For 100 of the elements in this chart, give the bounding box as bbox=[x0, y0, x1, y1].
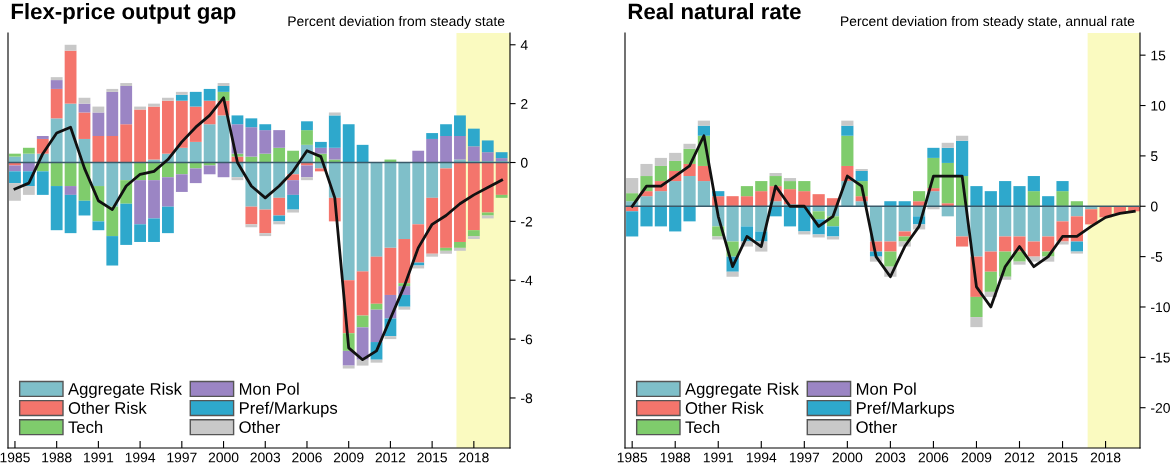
bar bbox=[301, 130, 313, 145]
bar bbox=[1027, 176, 1040, 192]
bar bbox=[454, 241, 466, 248]
bar bbox=[1013, 206, 1026, 237]
bar bbox=[50, 80, 63, 89]
bar bbox=[812, 194, 825, 207]
bar bbox=[467, 230, 480, 237]
bar bbox=[640, 196, 653, 207]
y-tick-label: -8 bbox=[521, 393, 533, 404]
bar bbox=[841, 120, 854, 126]
bar bbox=[134, 180, 147, 225]
bar bbox=[855, 168, 868, 171]
bar bbox=[175, 91, 188, 95]
bar bbox=[984, 191, 997, 207]
x-tick-label: 1994 bbox=[746, 452, 777, 463]
y-tick-label: 10 bbox=[1151, 100, 1166, 111]
bar bbox=[259, 209, 272, 234]
bar bbox=[984, 206, 997, 252]
x-tick-label: 1997 bbox=[167, 452, 197, 463]
x-tick-label: 1991 bbox=[84, 452, 114, 463]
bar bbox=[120, 85, 133, 125]
chart-subtitle: Percent deviation from steady state, annual rate bbox=[841, 15, 1135, 29]
bar bbox=[162, 206, 174, 234]
bar bbox=[1013, 261, 1026, 265]
bar bbox=[356, 162, 369, 272]
bar bbox=[467, 146, 480, 162]
bar bbox=[898, 231, 911, 237]
bar bbox=[370, 256, 383, 304]
bar bbox=[398, 239, 411, 284]
bar bbox=[203, 165, 216, 175]
bar bbox=[626, 178, 639, 194]
bar bbox=[841, 135, 854, 166]
bar bbox=[454, 136, 466, 160]
bar bbox=[203, 88, 216, 101]
bar bbox=[1042, 206, 1055, 237]
line-series bbox=[630, 134, 1136, 309]
bar bbox=[898, 201, 911, 207]
y-tick-label: -4 bbox=[521, 275, 533, 286]
bar bbox=[342, 124, 355, 163]
bar bbox=[64, 186, 77, 195]
bar bbox=[273, 130, 286, 148]
bar bbox=[999, 206, 1012, 237]
bar bbox=[148, 218, 160, 242]
bar bbox=[120, 83, 133, 86]
bar bbox=[855, 171, 868, 182]
bar bbox=[106, 236, 119, 266]
bar bbox=[162, 97, 174, 101]
bar bbox=[259, 233, 272, 237]
bar bbox=[175, 100, 188, 148]
bar bbox=[356, 144, 369, 163]
legend-label: Pref/Markups bbox=[856, 401, 955, 418]
bar bbox=[245, 118, 258, 128]
bar bbox=[495, 194, 508, 198]
bar bbox=[384, 336, 397, 340]
bar bbox=[941, 203, 954, 207]
bar bbox=[841, 125, 854, 136]
bar bbox=[134, 106, 147, 110]
bar bbox=[398, 162, 411, 240]
bar bbox=[1027, 191, 1040, 207]
bar bbox=[898, 206, 911, 232]
bar bbox=[92, 136, 105, 163]
chart-title: Real natural rate bbox=[628, 3, 801, 20]
bar bbox=[273, 197, 286, 216]
x-tick-label: 2003 bbox=[875, 452, 906, 463]
bar bbox=[755, 181, 768, 192]
bar bbox=[301, 165, 313, 178]
bar bbox=[440, 168, 452, 248]
bar bbox=[245, 127, 258, 157]
bar bbox=[654, 165, 667, 182]
bar bbox=[64, 50, 77, 104]
bar bbox=[941, 162, 954, 204]
bar bbox=[412, 162, 425, 225]
bar bbox=[259, 124, 272, 131]
bar bbox=[970, 296, 983, 318]
bar bbox=[370, 162, 383, 257]
bar bbox=[370, 303, 383, 310]
bar bbox=[884, 206, 897, 242]
bar bbox=[884, 241, 897, 252]
bar bbox=[175, 174, 188, 192]
x-tick-label: 2012 bbox=[1004, 452, 1035, 463]
bar bbox=[175, 162, 188, 175]
bar bbox=[328, 115, 341, 148]
x-tick-label: 2000 bbox=[832, 452, 863, 463]
bar bbox=[654, 191, 667, 207]
bar bbox=[812, 211, 825, 220]
bar bbox=[640, 206, 653, 227]
legend-label: Pref/Markups bbox=[239, 401, 338, 418]
bar bbox=[697, 120, 710, 126]
x-tick-label: 1994 bbox=[125, 452, 156, 463]
bar bbox=[956, 140, 969, 177]
bar bbox=[92, 221, 105, 231]
y-tick-label: -2 bbox=[521, 216, 533, 227]
bar bbox=[314, 147, 327, 154]
x-tick-label: 2000 bbox=[208, 452, 239, 463]
bar bbox=[467, 236, 480, 240]
bar bbox=[495, 162, 508, 195]
legend-label: Mon Pol bbox=[239, 382, 299, 395]
bar bbox=[384, 247, 397, 295]
y-tick-label: 0 bbox=[1150, 201, 1158, 212]
bar bbox=[189, 168, 202, 184]
